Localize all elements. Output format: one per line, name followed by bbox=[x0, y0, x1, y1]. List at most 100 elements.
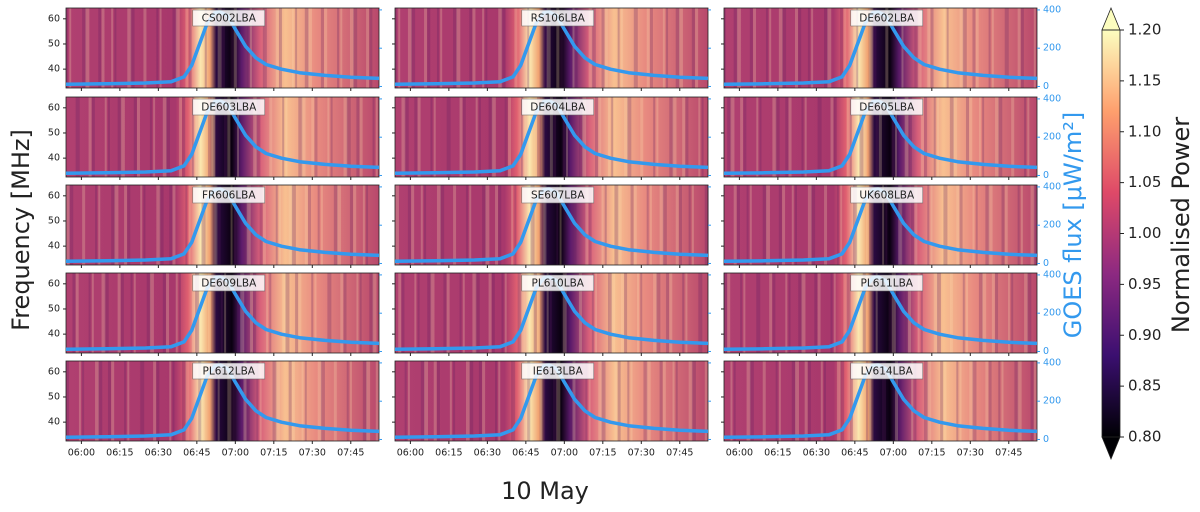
spectrogram-streak bbox=[898, 361, 902, 441]
spectrogram-streak bbox=[985, 361, 989, 441]
spectrogram-streak bbox=[304, 8, 309, 88]
spectrogram-streak bbox=[653, 273, 658, 353]
spectrogram-streak bbox=[95, 185, 98, 265]
spectrogram-streak bbox=[530, 8, 533, 88]
spectrogram-streak bbox=[749, 8, 753, 88]
spectrogram-streak bbox=[233, 8, 237, 88]
spectrogram-streak bbox=[349, 8, 354, 88]
spectrogram-streak bbox=[898, 185, 903, 265]
station-label: DE605LBA bbox=[859, 102, 915, 114]
spectrogram-streak bbox=[337, 185, 342, 265]
spectrogram-streak bbox=[88, 97, 92, 177]
spectrogram-streak bbox=[356, 273, 359, 353]
spectrogram-streak bbox=[936, 273, 941, 353]
spectrogram-streak bbox=[91, 273, 94, 353]
spectrogram-streak bbox=[617, 8, 620, 88]
spectrogram-streak bbox=[475, 97, 478, 177]
spectrogram-streak bbox=[607, 97, 610, 177]
spectrogram-streak bbox=[736, 185, 740, 265]
spectrogram-streak bbox=[233, 185, 236, 265]
spectrogram-streak bbox=[217, 185, 221, 265]
spectrogram-streak bbox=[1011, 273, 1014, 353]
y-tick-label: 50 bbox=[48, 127, 60, 138]
spectrogram-streak bbox=[637, 273, 640, 353]
spectrogram-streak bbox=[827, 8, 832, 88]
spectrogram-streak bbox=[843, 273, 848, 353]
spectrogram-streak bbox=[514, 8, 518, 88]
spectrogram-streak bbox=[759, 97, 762, 177]
spectrogram-streak bbox=[98, 361, 103, 441]
spectrogram-streak bbox=[304, 185, 308, 265]
spectrogram-streak bbox=[333, 185, 338, 265]
spectrogram-streak bbox=[675, 361, 678, 441]
spectrogram-streak bbox=[453, 361, 456, 441]
y-tick-label: 60 bbox=[48, 190, 60, 201]
spectrogram-streak bbox=[656, 273, 661, 353]
station-label-box bbox=[850, 274, 924, 292]
spectrogram-streak bbox=[624, 273, 628, 353]
spectrogram-streak bbox=[217, 361, 220, 441]
y-tick-label: 60 bbox=[48, 278, 60, 289]
spectrogram-streak bbox=[407, 361, 410, 441]
spectrogram-streak bbox=[727, 97, 732, 177]
station-label: RS106LBA bbox=[531, 13, 586, 25]
spectrogram-streak bbox=[553, 361, 558, 441]
spectrogram-streak bbox=[701, 97, 704, 177]
y2-tick-label: 200 bbox=[1043, 308, 1061, 319]
spectrogram-streak bbox=[375, 97, 378, 177]
spectrogram-streak bbox=[317, 185, 320, 265]
spectrogram-streak bbox=[340, 273, 344, 353]
spectrogram-streak bbox=[869, 8, 874, 88]
spectrogram-streak bbox=[166, 97, 171, 177]
spectrogram-streak bbox=[543, 8, 548, 88]
spectrogram-streak bbox=[395, 8, 397, 88]
spectrogram-streak bbox=[817, 97, 822, 177]
spectrogram-streak bbox=[443, 273, 447, 353]
spectrogram-streak bbox=[882, 185, 885, 265]
spectrogram-streak bbox=[353, 8, 358, 88]
spectrogram-streak bbox=[149, 273, 154, 353]
spectrogram-streak bbox=[591, 273, 594, 353]
spectrogram-streak bbox=[846, 273, 851, 353]
spectrogram-streak bbox=[804, 97, 807, 177]
spectrogram-streak bbox=[107, 361, 111, 441]
spectrogram-streak bbox=[237, 273, 242, 353]
spectrogram-streak bbox=[901, 8, 904, 88]
spectrogram-streak bbox=[736, 8, 741, 88]
spectrogram-streak bbox=[514, 185, 517, 265]
colorbar-tick-label: 1.10 bbox=[1128, 122, 1161, 140]
spectrogram-streak bbox=[488, 273, 492, 353]
spectrogram-streak bbox=[785, 97, 789, 177]
spectrogram-streak bbox=[185, 361, 190, 441]
spectrogram-streak bbox=[966, 97, 970, 177]
spectrogram-streak bbox=[833, 97, 837, 177]
spectrogram-streak bbox=[259, 361, 262, 441]
spectrogram-streak bbox=[507, 97, 511, 177]
spectrogram-streak bbox=[956, 361, 959, 441]
y-tick-label: 40 bbox=[48, 241, 60, 252]
spectrogram-streak bbox=[801, 97, 804, 177]
spectrogram-streak bbox=[614, 185, 619, 265]
spectrogram-streak bbox=[491, 273, 495, 353]
spectrogram-streak bbox=[230, 185, 233, 265]
spectrogram-streak bbox=[920, 97, 924, 177]
spectrogram-streak bbox=[411, 8, 416, 88]
spectrogram-streak bbox=[598, 361, 603, 441]
spectrogram-streak bbox=[778, 361, 781, 441]
spectrogram-streak bbox=[404, 97, 409, 177]
spectrogram-streak bbox=[772, 273, 776, 353]
spectrogram-streak bbox=[762, 185, 767, 265]
spectrogram-streak bbox=[440, 185, 445, 265]
spectrogram-streak bbox=[127, 8, 132, 88]
spectrogram-streak bbox=[672, 361, 675, 441]
spectrogram-streak bbox=[511, 185, 514, 265]
spectrogram-streak bbox=[691, 361, 696, 441]
spectrogram-streak bbox=[614, 361, 618, 441]
colorbar-tick-label: 1.20 bbox=[1128, 21, 1161, 39]
spectrogram-streak bbox=[740, 273, 743, 353]
y-tick-label: 40 bbox=[48, 153, 60, 164]
spectrogram-streak bbox=[953, 97, 958, 177]
spectrogram-streak bbox=[169, 185, 173, 265]
spectrogram-streak bbox=[840, 8, 844, 88]
spectrogram-streak bbox=[578, 97, 583, 177]
